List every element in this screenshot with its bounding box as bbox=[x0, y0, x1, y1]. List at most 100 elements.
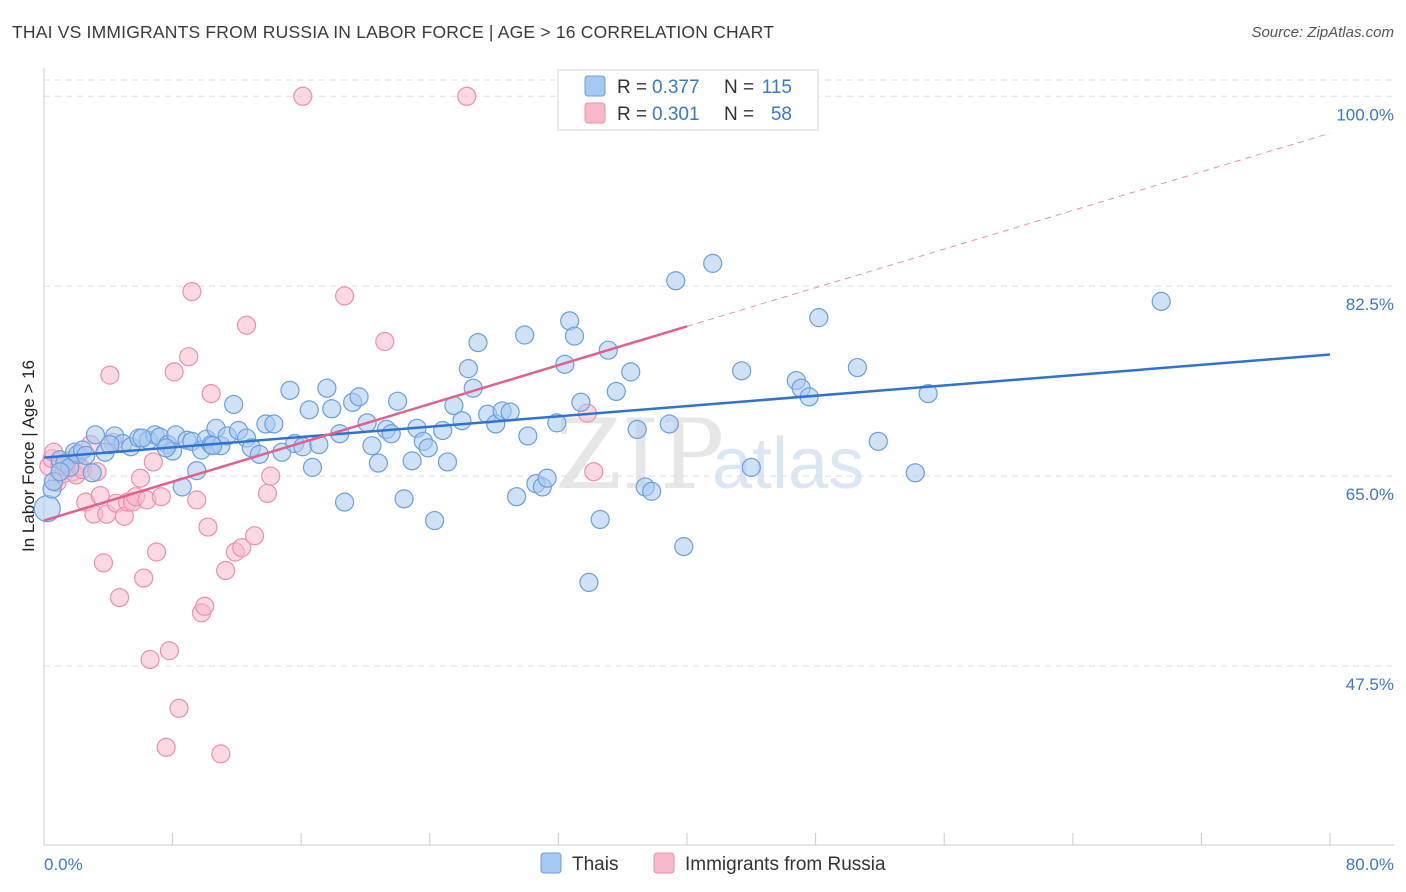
thai-point-46 bbox=[317, 378, 337, 398]
thai-point-63 bbox=[425, 510, 445, 531]
russia-point-19 bbox=[100, 365, 120, 385]
russia-point-53 bbox=[293, 86, 313, 106]
thai-point-40 bbox=[280, 380, 300, 400]
thai-point-65 bbox=[437, 452, 458, 472]
thai-point-68 bbox=[458, 359, 478, 379]
thai-point-53 bbox=[362, 436, 382, 456]
russia-point-33 bbox=[151, 487, 171, 507]
thai-point-99 bbox=[741, 457, 761, 477]
gridlines bbox=[44, 79, 1394, 667]
russia-point-34 bbox=[156, 737, 176, 757]
thai-point-54 bbox=[368, 453, 388, 473]
y-tick-label-3: 100.0% bbox=[1336, 105, 1394, 124]
thai-point-43 bbox=[299, 400, 319, 420]
bottom-legend-label-thai: Thais bbox=[572, 854, 618, 875]
russia-point-43 bbox=[198, 517, 218, 537]
thai-point-76 bbox=[515, 325, 535, 345]
russia-point-27 bbox=[130, 468, 151, 488]
x-tick-label-max: 80.0% bbox=[1346, 855, 1394, 874]
legend-n-value-thai: 115 bbox=[762, 77, 792, 98]
thai-point-86 bbox=[579, 572, 599, 593]
thai-point-95 bbox=[666, 271, 686, 291]
x-tick-label-min: 0.0% bbox=[44, 855, 83, 874]
trendlines bbox=[43, 132, 1331, 522]
russia-point-40 bbox=[187, 490, 207, 510]
thai-point-107 bbox=[918, 383, 938, 404]
thai-point-91 bbox=[627, 419, 647, 440]
thai-point-9 bbox=[82, 463, 102, 483]
legend-n-label-russia: N = bbox=[724, 104, 754, 125]
thai-point-57 bbox=[388, 391, 408, 411]
thai-trendline bbox=[43, 353, 1331, 459]
thai-point-108 bbox=[1151, 291, 1171, 311]
thai-point-47 bbox=[322, 399, 342, 419]
legend-swatch-russia bbox=[584, 102, 606, 124]
source-label: Source: ZipAtlas.com bbox=[1251, 24, 1394, 41]
thai-point-85 bbox=[571, 392, 591, 412]
russia-point-49 bbox=[236, 315, 257, 335]
russia-point-58 bbox=[584, 462, 604, 482]
thai-point-90 bbox=[621, 362, 641, 382]
thai-point-44 bbox=[302, 457, 323, 477]
legend-n-label-thai: N = bbox=[724, 77, 754, 98]
russia-point-38 bbox=[179, 347, 199, 367]
thai-point-106 bbox=[905, 463, 925, 483]
thai-point-49 bbox=[335, 492, 355, 512]
thai-point-80 bbox=[537, 468, 557, 488]
thai-point-75 bbox=[507, 487, 527, 507]
y-tick-label-0: 47.5% bbox=[1346, 675, 1394, 694]
thai-point-109 bbox=[50, 462, 70, 482]
russia-point-54 bbox=[335, 286, 355, 306]
thai-point-51 bbox=[349, 387, 369, 407]
thai-point-98 bbox=[732, 361, 752, 381]
russia-point-56 bbox=[457, 86, 477, 106]
thai-point-67 bbox=[452, 411, 472, 431]
y-axis-title: In Labor Force | Age > 16 bbox=[19, 360, 38, 552]
thai-point-105 bbox=[868, 431, 888, 451]
legend-r-label-thai: R = bbox=[617, 77, 647, 98]
x-axis-ticks bbox=[43, 833, 1331, 845]
bottom-legend-swatch-russia bbox=[653, 852, 675, 874]
russia-point-46 bbox=[216, 560, 236, 581]
legend-swatch-thai bbox=[584, 75, 606, 97]
russia-point-44 bbox=[201, 383, 221, 404]
russia-point-28 bbox=[134, 568, 154, 588]
thai-point-56 bbox=[381, 424, 401, 444]
russia-point-51 bbox=[257, 483, 278, 504]
bottom-legend-label-russia: Immigrants from Russia bbox=[685, 854, 886, 875]
thai-point-62 bbox=[418, 438, 438, 458]
russia-point-31 bbox=[143, 452, 163, 472]
thai-point-70 bbox=[468, 332, 488, 353]
watermark-atlas: atlas bbox=[712, 424, 864, 504]
thai-point-81 bbox=[547, 413, 567, 433]
legend-n-value-russia: 58 bbox=[771, 104, 792, 125]
russia-point-17 bbox=[93, 553, 114, 573]
y-tick-label-1: 65.0% bbox=[1346, 485, 1394, 504]
thai-point-74 bbox=[500, 402, 520, 422]
bottom-legend-swatch-thai bbox=[540, 852, 562, 874]
thai-point-94 bbox=[659, 414, 679, 434]
thai-point-97 bbox=[703, 253, 723, 273]
thai-point-59 bbox=[402, 451, 422, 471]
thai-point-77 bbox=[518, 426, 538, 446]
thai-point-32 bbox=[224, 394, 244, 415]
y-tick-label-2: 82.5% bbox=[1346, 295, 1394, 314]
thai-point-104 bbox=[847, 357, 867, 378]
russia-point-32 bbox=[146, 542, 167, 562]
thai-point-10 bbox=[85, 425, 106, 445]
thai-point-58 bbox=[394, 489, 414, 509]
russia-point-52 bbox=[261, 466, 281, 486]
russia-point-55 bbox=[375, 331, 395, 352]
top-legend: R = 0.377 N = 115 R = 0.301 N = 58 bbox=[557, 69, 819, 131]
russia-point-39 bbox=[182, 281, 202, 302]
thai-point-38 bbox=[264, 414, 284, 434]
russia-point-37 bbox=[169, 698, 189, 718]
chart-title: THAI VS IMMIGRANTS FROM RUSSIA IN LABOR … bbox=[12, 22, 775, 42]
legend-r-value-russia: 0.301 bbox=[652, 104, 700, 125]
russia-point-22 bbox=[109, 587, 130, 608]
thai-point-112 bbox=[132, 428, 152, 448]
bottom-legend: Thais Immigrants from Russia bbox=[540, 852, 886, 875]
thai-point-89 bbox=[606, 381, 626, 402]
russia-point-45 bbox=[211, 744, 231, 764]
legend-r-label-russia: R = bbox=[617, 104, 647, 125]
